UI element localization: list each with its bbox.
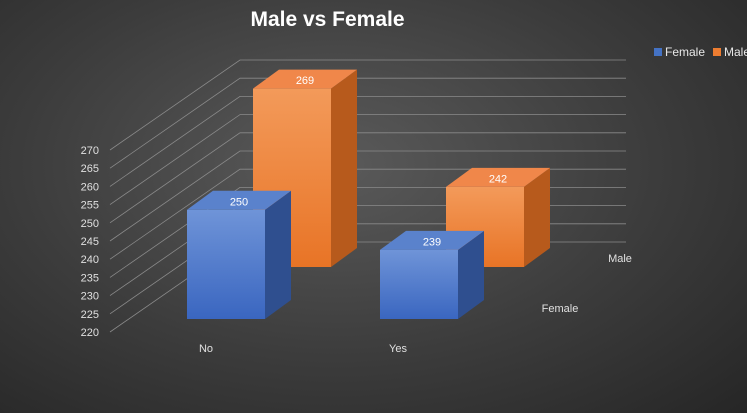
bar-side [458, 230, 484, 319]
data-label: 239 [423, 236, 441, 248]
y-tick-label: 225 [81, 309, 99, 321]
y-tick-label: 270 [81, 145, 99, 157]
depth-axis-label: Female [542, 303, 579, 315]
data-label: 269 [296, 75, 314, 87]
bar-front [380, 249, 458, 319]
gridline [109, 132, 626, 224]
gridline [109, 96, 626, 187]
bar-side [331, 69, 357, 267]
bar-front [187, 209, 265, 319]
x-tick-label: Yes [389, 343, 407, 355]
bar-top [446, 167, 550, 187]
gridline [109, 77, 626, 169]
bar-top [253, 69, 357, 89]
y-tick-label: 250 [81, 218, 99, 230]
y-tick-label: 235 [81, 272, 99, 284]
data-label: 250 [230, 196, 248, 208]
legend-label-female: Female [665, 45, 706, 59]
bar-top [187, 190, 291, 210]
y-tick-label: 255 [81, 200, 99, 212]
legend-swatch-female [654, 48, 662, 56]
bar-female-yes [380, 230, 484, 319]
legend-label-male: Male [724, 45, 747, 59]
depth-axis-label: Male [608, 253, 632, 265]
y-tick-label: 240 [81, 254, 99, 266]
legend: Female Male [654, 45, 747, 59]
bar-side [265, 190, 291, 319]
y-tick-label: 265 [81, 163, 99, 175]
bar-top [380, 230, 484, 250]
x-tick-label: No [199, 343, 213, 355]
legend-swatch-male [713, 48, 722, 56]
bar-male-yes [446, 167, 550, 267]
bar-female-no [187, 190, 291, 319]
gridline [109, 59, 626, 151]
legend-item-male: Male [713, 45, 747, 59]
y-tick-label: 260 [81, 181, 99, 193]
y-tick-label: 230 [81, 291, 99, 303]
data-label: 242 [489, 173, 507, 185]
gridline [109, 114, 626, 205]
y-tick-label: 245 [81, 236, 99, 248]
gridline [109, 150, 626, 242]
y-tick-label: 220 [81, 327, 99, 339]
bar-side [524, 167, 550, 267]
legend-item-female: Female [654, 45, 705, 59]
chart-title: Male vs Female [250, 8, 405, 31]
